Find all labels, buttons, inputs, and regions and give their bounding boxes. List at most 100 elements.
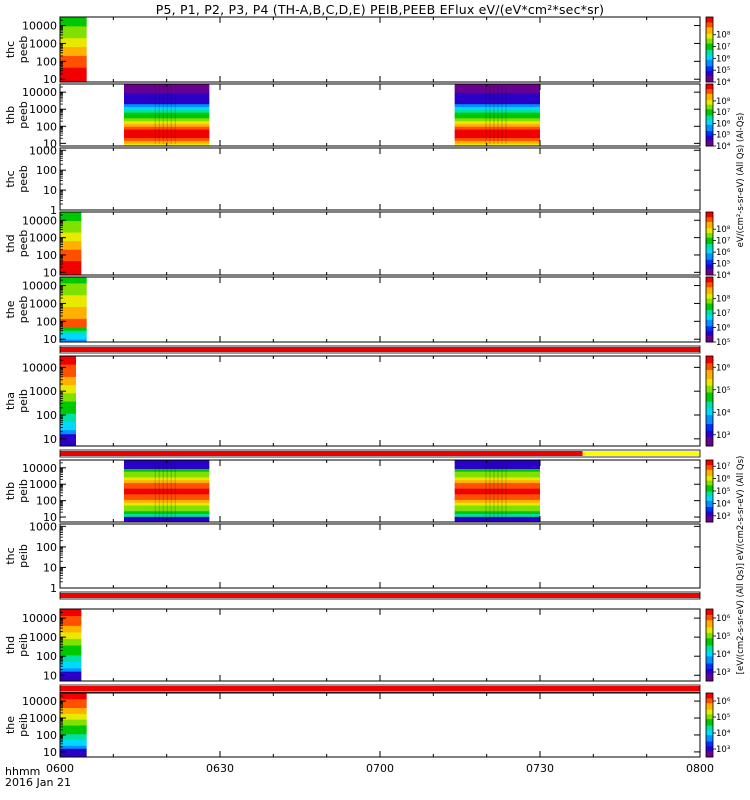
colorbar-tick-label: 10⁷ bbox=[716, 43, 731, 53]
colorbar-cell bbox=[706, 517, 713, 520]
colorbar-cell bbox=[706, 618, 713, 621]
spectrogram-cell bbox=[60, 618, 82, 623]
colorbar-frame bbox=[705, 16, 714, 83]
colorbar-cell bbox=[706, 43, 713, 46]
colorbar-cell bbox=[706, 500, 713, 503]
colorbar-cell bbox=[706, 713, 713, 716]
spectrogram-cell bbox=[124, 129, 210, 133]
colorbar-cell bbox=[706, 70, 713, 73]
spectrogram-cell bbox=[124, 98, 210, 102]
spectrogram-cell bbox=[60, 312, 87, 316]
spectrogram-cell bbox=[60, 297, 87, 302]
y-tick-label: 10 bbox=[43, 433, 57, 446]
spectrogram-cell bbox=[454, 462, 540, 467]
colorbar-cell bbox=[706, 509, 713, 512]
colorbar-cell bbox=[706, 254, 713, 257]
colorbar-cell bbox=[706, 477, 713, 480]
colorbar-tick-label: 10⁶ bbox=[716, 119, 731, 129]
spectrogram-cell bbox=[60, 79, 87, 83]
colorbar-cell bbox=[706, 80, 713, 83]
colorbar-cell bbox=[706, 657, 713, 660]
colorbar-cell bbox=[706, 127, 713, 130]
spectrogram-texture bbox=[174, 86, 176, 144]
colorbar-the-peib: 10³ 10⁴ 10⁵ 10⁶ bbox=[705, 692, 731, 758]
y-axis-label-probe: thb bbox=[4, 106, 17, 124]
y-tick-label: 10 bbox=[43, 511, 57, 524]
colorbar-cell bbox=[706, 498, 713, 501]
colorbar-thb-peib: 10³ 10⁴ 10⁵ 10⁶ 10⁷ bbox=[705, 459, 731, 523]
colorbar-cell bbox=[706, 77, 713, 80]
colorbar-cell bbox=[706, 316, 713, 319]
spectrogram-cell bbox=[60, 321, 87, 325]
spectrogram-cell bbox=[124, 510, 210, 515]
y-tick-label: 10 bbox=[43, 137, 57, 150]
y-axis-label-product: peeb bbox=[17, 101, 30, 129]
y-tick-label: 10 bbox=[43, 333, 57, 346]
colorbar-cell bbox=[706, 309, 713, 312]
colorbar-tick-label: 10⁷ bbox=[716, 237, 731, 247]
colorbar-cell bbox=[706, 277, 713, 280]
colorbar-cell bbox=[706, 612, 713, 615]
colorbar-cell bbox=[706, 392, 713, 395]
spectrogram-cell bbox=[454, 502, 540, 506]
spectrogram-cell bbox=[60, 67, 87, 71]
spectrogram-cell bbox=[60, 742, 87, 746]
y-tick-label: 100 bbox=[36, 55, 57, 68]
spectrogram-cell bbox=[60, 330, 87, 334]
spectrogram-cell bbox=[60, 37, 87, 42]
y-tick-label: 10000 bbox=[22, 612, 57, 625]
status-bar-red bbox=[60, 593, 700, 598]
colorbar-cell bbox=[706, 241, 713, 244]
spectrogram-cell bbox=[60, 421, 76, 427]
colorbar-cell bbox=[706, 56, 713, 59]
colorbar-tick-label: 10⁵ bbox=[716, 66, 730, 76]
panel-thd-peeb: 10 100 1000 10000 thd peeb bbox=[4, 211, 701, 279]
y-tick-label: 1000 bbox=[29, 631, 57, 644]
spectrogram-cell bbox=[60, 736, 87, 741]
spectrogram-cell bbox=[454, 131, 540, 136]
colorbar-cell bbox=[706, 294, 713, 297]
panel-tha-peib: 10 100 1000 10000 tha peib bbox=[4, 355, 701, 447]
x-axis-layer: 0600 0630 0700 0730 0800 bbox=[46, 762, 714, 775]
y-axis-label-product: peib bbox=[17, 633, 30, 657]
panel-thb-peeb: 10 100 1000 10000 thb peeb bbox=[4, 83, 701, 150]
colorbar-cell bbox=[706, 262, 713, 265]
colorbar-cell bbox=[706, 460, 713, 463]
spectrogram-cell bbox=[454, 143, 540, 147]
colorbar-cell bbox=[706, 240, 713, 243]
colorbar-cell bbox=[706, 710, 713, 713]
spectrogram-cell bbox=[60, 409, 76, 414]
y-tick-label: 1000 bbox=[29, 297, 57, 310]
panel-the-peeb: 10 100 1000 10000 the peeb bbox=[4, 276, 701, 346]
y-axis-label-probe: the bbox=[4, 716, 17, 734]
spectrogram-cell bbox=[124, 488, 210, 492]
colorbar-cell bbox=[706, 432, 713, 436]
spectrogram-cell bbox=[454, 474, 540, 478]
colorbar-cell bbox=[706, 625, 713, 628]
spectrogram-cell bbox=[60, 318, 87, 322]
y-tick-label: 10 bbox=[43, 266, 57, 279]
colorbar-tick-label: 10⁶ bbox=[716, 614, 731, 624]
spectrogram-cell bbox=[60, 360, 76, 365]
spectrogram-texture bbox=[497, 462, 499, 520]
spectrogram-cell bbox=[60, 425, 76, 431]
colorbar-cell bbox=[706, 249, 713, 252]
spectrogram-texture bbox=[505, 86, 507, 144]
spectrogram-cell bbox=[454, 505, 540, 509]
spectrogram-cell bbox=[60, 58, 87, 62]
colorbar-cell bbox=[706, 229, 713, 232]
spectrogram-cell bbox=[124, 468, 210, 472]
colorbar-cell bbox=[706, 609, 713, 612]
colorbar-tick-label: 10³ bbox=[716, 431, 730, 441]
colorbar-cell bbox=[706, 378, 713, 382]
spectrogram-cell bbox=[60, 635, 82, 639]
spectrogram-cell bbox=[454, 468, 540, 472]
colorbar-tick-label: 10⁶ bbox=[716, 697, 731, 707]
colorbar-tick-label: 10⁶ bbox=[716, 363, 731, 373]
colorbar-cell bbox=[706, 85, 713, 88]
colorbar-cell bbox=[706, 520, 713, 523]
colorbar-cell bbox=[706, 367, 713, 370]
spectrogram-cell bbox=[60, 31, 87, 36]
colorbar-cell bbox=[706, 434, 713, 438]
y-tick-label: 10000 bbox=[22, 86, 57, 99]
